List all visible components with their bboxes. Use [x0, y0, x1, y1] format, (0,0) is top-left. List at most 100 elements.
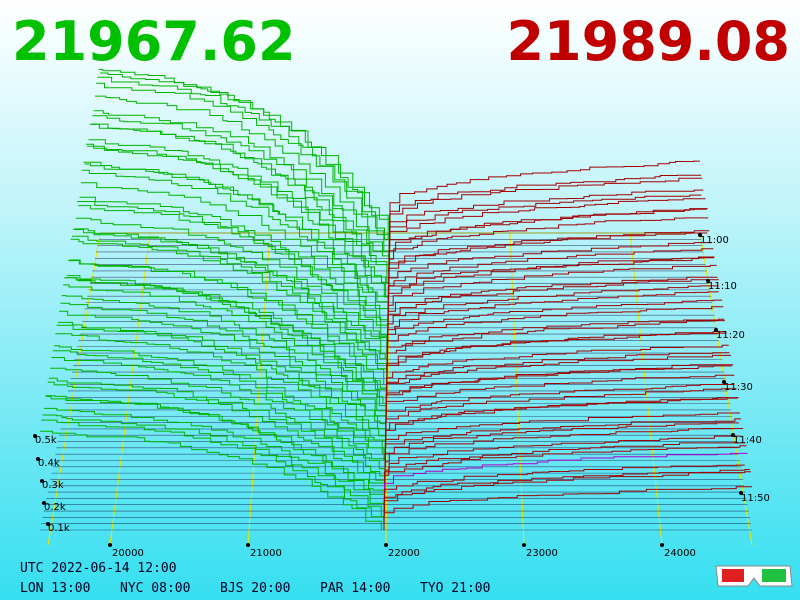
ask-curve	[385, 388, 737, 442]
ask-curve	[388, 217, 709, 284]
bid-curve	[70, 238, 388, 379]
bid-curve	[61, 295, 387, 423]
ask-curve	[384, 422, 739, 474]
depth-curves	[40, 68, 752, 531]
ask-curve	[384, 428, 744, 480]
bid-curve	[73, 229, 388, 366]
price-tick	[246, 543, 250, 547]
volume-label: 0.4k	[38, 458, 60, 469]
bid-curve	[98, 68, 389, 240]
ask-curve	[384, 452, 748, 505]
ask-curve	[385, 364, 734, 423]
ask-price: 21989.08	[506, 10, 790, 73]
ask-curve	[387, 291, 719, 354]
bid-curve	[83, 161, 389, 316]
ask-curve	[387, 257, 715, 322]
volume-tick	[33, 434, 37, 438]
price-tick	[522, 543, 526, 547]
ask-curve	[385, 384, 735, 436]
bid-curve	[50, 367, 386, 480]
time-tick	[739, 491, 743, 495]
ask-curve	[384, 418, 741, 467]
bid-curve	[46, 396, 386, 499]
bid-curve	[55, 333, 383, 455]
price-tick	[660, 543, 664, 547]
bid-curve	[80, 182, 389, 328]
bid-curve	[94, 95, 390, 259]
bid-curve	[93, 110, 390, 265]
ask-curve	[386, 331, 725, 391]
price-label: 22000	[388, 548, 420, 559]
bid-curve	[75, 217, 388, 354]
ask-curve	[387, 279, 719, 341]
price-label: 21000	[250, 548, 282, 559]
bid-curve	[92, 115, 390, 271]
glasses-icon	[715, 565, 793, 587]
time-label: 11:50	[741, 493, 770, 504]
ask-curve	[385, 354, 731, 410]
ask-curve	[386, 306, 724, 366]
bid-curve	[51, 357, 386, 474]
ask-curve	[387, 285, 719, 347]
ask-curve	[383, 486, 752, 530]
bid-curve	[66, 275, 388, 398]
ask-curve	[385, 365, 733, 417]
bid-curve	[100, 72, 391, 233]
time-tick	[698, 233, 702, 237]
clock: NYC 08:00	[120, 581, 190, 596]
ask-curve	[386, 318, 725, 373]
price-grid-line	[509, 232, 525, 546]
bid-curve	[56, 324, 387, 448]
bid-curve	[59, 310, 387, 436]
bid-curve	[97, 76, 391, 246]
ask-curve	[388, 208, 708, 278]
ask-curve	[383, 471, 751, 524]
bid-curve	[52, 350, 386, 467]
bid-curve	[89, 123, 388, 284]
ask-curve	[386, 344, 729, 398]
bid-curve	[86, 143, 390, 303]
volume-label: 0.1k	[48, 523, 70, 534]
ask-curve	[388, 248, 714, 309]
time-label: 11:40	[733, 435, 762, 446]
bid-curve	[64, 277, 387, 410]
clock: BJS 20:00	[220, 581, 290, 596]
ask-curve	[384, 435, 742, 486]
ask-curve	[389, 194, 702, 259]
volume-tick	[42, 501, 46, 505]
ask-curve	[384, 442, 746, 493]
bid-curve	[40, 430, 382, 530]
bid-curve	[42, 414, 382, 518]
time-label: 11:00	[700, 235, 729, 246]
time-tick	[714, 328, 718, 332]
ask-curve	[387, 276, 718, 335]
volume-tick	[36, 457, 40, 461]
bid-curve	[63, 284, 387, 417]
clock: LON 13:00	[20, 581, 90, 596]
price-grid-line	[247, 232, 271, 546]
time-tick	[706, 279, 710, 283]
utc-time: UTC 2022-06-14 12:00	[20, 561, 177, 576]
volume-label: 0.2k	[44, 502, 66, 513]
bid-curve	[48, 377, 386, 486]
ask-curve	[389, 189, 704, 252]
bid-curve	[78, 205, 388, 341]
bid-curve	[82, 169, 389, 322]
price-tick	[108, 543, 112, 547]
price-label: 20000	[112, 548, 144, 559]
bid-curve	[47, 381, 386, 493]
ask-curve	[389, 174, 702, 240]
ask-curve	[384, 412, 740, 461]
bid-curve	[45, 395, 385, 505]
ask-curve	[385, 374, 735, 429]
volume-tick	[40, 479, 44, 483]
time-label: 11:30	[724, 382, 753, 393]
volume-label: 0.5k	[35, 435, 57, 446]
volume-tick	[46, 522, 50, 526]
ask-curve	[389, 160, 700, 233]
volume-label: 0.3k	[42, 480, 64, 491]
ask-curve	[388, 242, 713, 303]
